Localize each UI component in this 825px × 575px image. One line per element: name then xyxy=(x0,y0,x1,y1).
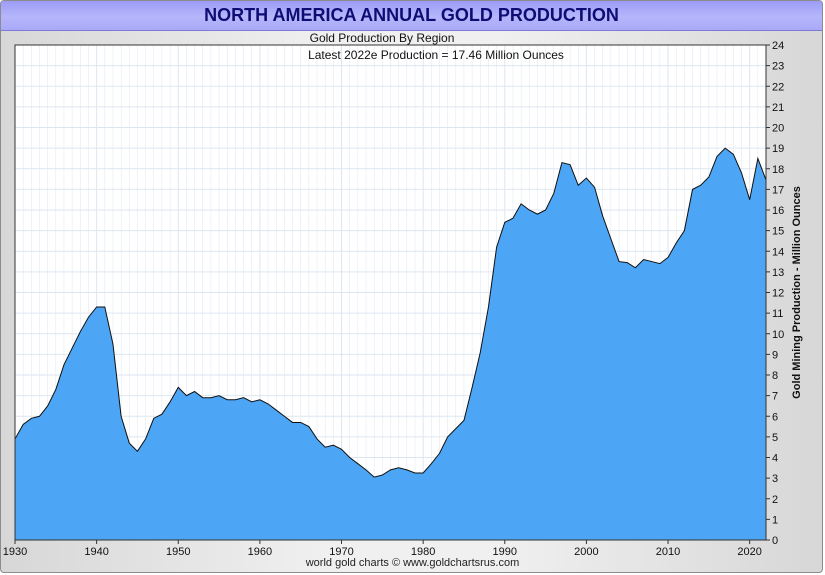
y-tick-label: 2 xyxy=(772,494,778,506)
x-axis: 1930 1940 1950 1960 1970 1980 1990 2000 2010 2020 xyxy=(3,540,762,558)
x-tick-label: 1980 xyxy=(411,546,435,558)
chart-subtitle: Gold Production By Region xyxy=(310,31,455,45)
y-tick-label: 0 xyxy=(772,535,778,547)
y-tick-label: 6 xyxy=(772,411,778,423)
x-tick-label: 1970 xyxy=(329,546,353,558)
y-tick-label: 13 xyxy=(772,267,784,279)
y-tick-label: 1 xyxy=(772,514,778,526)
x-tick-label: 1990 xyxy=(493,546,517,558)
y-tick-label: 20 xyxy=(772,123,784,135)
y-tick-label: 12 xyxy=(772,288,784,300)
chart-title: NORTH AMERICA ANNUAL GOLD PRODUCTION xyxy=(1,1,822,31)
y-tick-label: 11 xyxy=(772,308,783,320)
y-tick-label: 15 xyxy=(772,226,784,238)
y-tick-label: 10 xyxy=(772,329,784,341)
x-tick-label: 2000 xyxy=(574,546,598,558)
y-tick-label: 3 xyxy=(772,473,778,485)
y-tick-label: 7 xyxy=(772,391,778,403)
x-tick-label: 1940 xyxy=(84,546,108,558)
chart-footer: world gold charts © www.goldchartsrus.co… xyxy=(305,557,520,569)
y-axis-label: Gold Mining Production - Million Ounces xyxy=(791,186,803,399)
y-tick-label: 5 xyxy=(772,432,778,444)
y-tick-label: 22 xyxy=(772,81,784,93)
x-tick-label: 2010 xyxy=(656,546,680,558)
y-tick-label: 19 xyxy=(772,143,784,155)
x-tick-label: 2020 xyxy=(737,546,761,558)
y-tick-label: 23 xyxy=(772,61,784,73)
x-tick-label: 1950 xyxy=(166,546,190,558)
y-tick-label: 14 xyxy=(772,246,784,258)
x-tick-label: 1930 xyxy=(3,546,27,558)
y-tick-label: 18 xyxy=(772,164,784,176)
y-tick-label: 24 xyxy=(772,40,784,52)
y-tick-label: 17 xyxy=(772,184,784,196)
y-tick-label: 8 xyxy=(772,370,778,382)
latest-production-annotation: Latest 2022e Production = 17.46 Million … xyxy=(308,48,564,62)
y-tick-label: 4 xyxy=(772,453,778,465)
production-line xyxy=(14,147,767,478)
y-tick-label: 21 xyxy=(772,102,784,114)
y-tick-label: 9 xyxy=(772,349,778,361)
production-area xyxy=(15,148,766,540)
x-tick-label: 1960 xyxy=(248,546,272,558)
y-tick-label: 16 xyxy=(772,205,784,217)
